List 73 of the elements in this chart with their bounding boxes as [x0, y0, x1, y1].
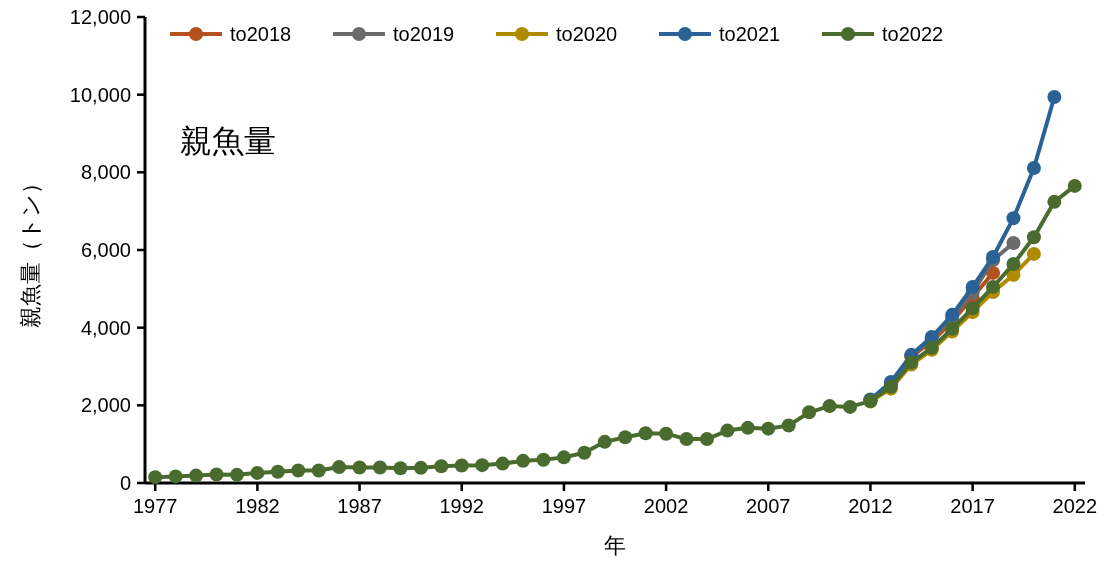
point [454, 458, 469, 473]
annotation: 親魚量 [180, 122, 276, 160]
point [229, 467, 244, 482]
point [659, 426, 674, 441]
point [1026, 161, 1041, 176]
point [843, 399, 857, 414]
point [1006, 256, 1021, 271]
point [1067, 178, 1082, 193]
point [148, 470, 163, 485]
x-tick-label: 1997 [541, 495, 587, 517]
point [986, 279, 1001, 294]
point [250, 465, 265, 480]
x-tick-label: 2017 [950, 495, 995, 517]
x-tick-label: 1992 [439, 495, 484, 517]
point [1006, 236, 1021, 251]
point [597, 434, 612, 449]
point [291, 463, 306, 478]
point [781, 418, 796, 433]
point [1047, 194, 1062, 209]
point [536, 452, 551, 467]
point [1026, 246, 1041, 261]
y-tick-label: 2,000 [80, 394, 131, 417]
y-tick-label: 4,000 [80, 316, 131, 339]
point [332, 460, 347, 475]
point [373, 460, 387, 475]
x-tick-label: 2007 [746, 495, 791, 517]
point [556, 450, 571, 465]
point [1006, 211, 1021, 226]
point [699, 432, 714, 447]
point [577, 445, 592, 460]
point [638, 426, 653, 441]
x-tick-label: 2002 [643, 495, 689, 517]
point [189, 468, 204, 483]
x-axis-title: 年 [604, 533, 626, 558]
point [618, 430, 633, 445]
point [679, 432, 694, 447]
y-axis-title: 親魚量（トン） [18, 172, 43, 328]
point [352, 460, 367, 475]
point [1047, 90, 1062, 104]
point [311, 463, 326, 478]
point [802, 405, 817, 420]
point [516, 453, 531, 468]
point [965, 279, 980, 294]
y-tick-label: 6,000 [80, 239, 131, 261]
y-tick-label: 12,000 [69, 6, 131, 28]
legend-label: to2020 [556, 23, 618, 45]
point [1026, 230, 1041, 245]
point [393, 461, 408, 476]
legend-label: to2019 [393, 23, 455, 45]
point [761, 421, 776, 436]
legend-label: to2018 [230, 23, 292, 45]
point [168, 469, 183, 484]
x-tick-label: 2012 [848, 495, 893, 517]
y-tick-label: 8,000 [80, 161, 131, 184]
x-tick-label: 1987 [337, 495, 382, 517]
point [413, 460, 428, 475]
point [822, 399, 837, 414]
point [720, 423, 735, 438]
point [740, 420, 755, 435]
point [965, 301, 980, 316]
x-tick-label: 1982 [235, 495, 280, 517]
y-tick-label: 10,000 [69, 83, 131, 106]
point [209, 467, 224, 482]
point [495, 456, 510, 471]
x-tick-label: 1977 [132, 495, 178, 517]
legend-label: to2021 [719, 23, 781, 45]
point [475, 458, 490, 473]
point [986, 249, 1001, 264]
y-tick-label: 0 [119, 472, 131, 494]
point [434, 459, 449, 474]
x-tick-label: 2022 [1052, 495, 1098, 517]
point [270, 464, 285, 479]
legend-label: to2022 [882, 23, 944, 45]
